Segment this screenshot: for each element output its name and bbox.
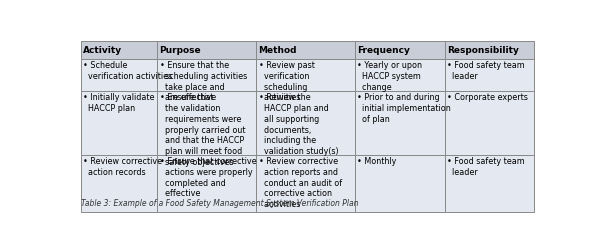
Text: • Corporate experts: • Corporate experts: [448, 93, 528, 103]
Text: • Review past
  verification
  scheduling
  activities: • Review past verification scheduling ac…: [259, 61, 314, 103]
Bar: [256, 91, 355, 155]
Text: • Monthly: • Monthly: [358, 157, 397, 166]
Text: • Ensure that the
  scheduling activities
  take place and
  are effective: • Ensure that the scheduling activities …: [160, 61, 247, 103]
Text: Responsibility: Responsibility: [448, 46, 519, 55]
Text: • Yearly or upon
  HACCP system
  change: • Yearly or upon HACCP system change: [358, 61, 422, 92]
Text: Table 3: Example of a Food Safety Management System Verification Plan: Table 3: Example of a Food Safety Manage…: [80, 200, 358, 208]
Bar: [355, 59, 445, 91]
Bar: [445, 41, 535, 59]
Text: Purpose: Purpose: [160, 46, 201, 55]
Text: Method: Method: [259, 46, 297, 55]
Bar: [157, 91, 256, 155]
Bar: [80, 91, 157, 155]
Bar: [256, 155, 355, 212]
Bar: [445, 91, 535, 155]
Bar: [256, 59, 355, 91]
Text: • Food safety team
  leader: • Food safety team leader: [448, 157, 525, 177]
Bar: [157, 155, 256, 212]
Text: • Initially validate
  HACCP plan: • Initially validate HACCP plan: [83, 93, 155, 113]
Text: • Review corrective
  action reports and
  conduct an audit of
  corrective acti: • Review corrective action reports and c…: [259, 157, 341, 209]
Text: • Review corrective
  action records: • Review corrective action records: [83, 157, 163, 177]
Text: • Food safety team
  leader: • Food safety team leader: [448, 61, 525, 81]
Bar: [256, 41, 355, 59]
Bar: [445, 155, 535, 212]
Bar: [80, 155, 157, 212]
Text: • Ensure that
  the validation
  requirements were
  properly carried out
  and : • Ensure that the validation requirement…: [160, 93, 245, 167]
Bar: [445, 59, 535, 91]
Text: • Schedule
  verification activities: • Schedule verification activities: [83, 61, 173, 81]
Bar: [355, 91, 445, 155]
Text: Activity: Activity: [83, 46, 122, 55]
Bar: [157, 41, 256, 59]
Bar: [80, 41, 157, 59]
Bar: [80, 59, 157, 91]
Bar: [355, 155, 445, 212]
Bar: [355, 41, 445, 59]
Bar: [157, 59, 256, 91]
Text: • Prior to and during
  initial implementation
  of plan: • Prior to and during initial implementa…: [358, 93, 451, 124]
Text: • Review the
  HACCP plan and
  all supporting
  documents,
  including the
  va: • Review the HACCP plan and all supporti…: [259, 93, 338, 156]
Text: • Ensure that corrective
  actions were properly
  completed and
  effective: • Ensure that corrective actions were pr…: [160, 157, 256, 198]
Text: Frequency: Frequency: [358, 46, 410, 55]
